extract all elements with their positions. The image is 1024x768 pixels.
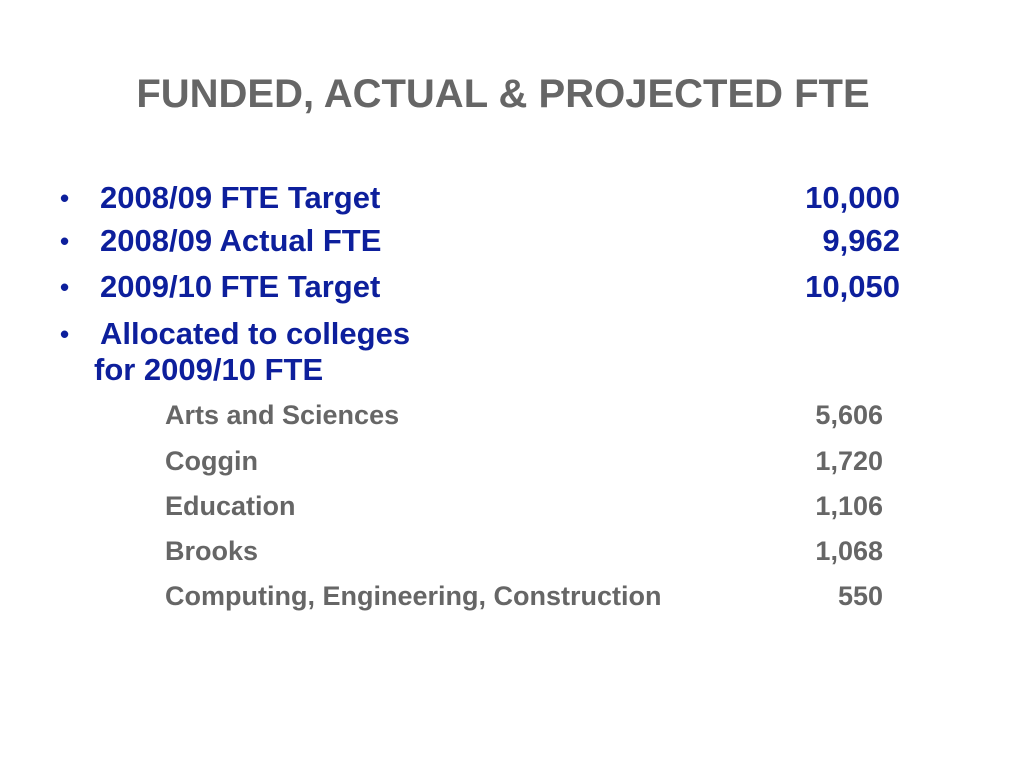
bullet-item-allocated: • Allocated to colleges xyxy=(0,314,1024,354)
college-value: 1,106 xyxy=(815,491,883,521)
college-row: Arts and Sciences 5,606 xyxy=(0,398,1024,432)
college-name: Education xyxy=(165,491,296,521)
college-value: 1,720 xyxy=(815,446,883,476)
bullet-icon: • xyxy=(60,183,70,213)
college-value: 550 xyxy=(837,581,883,611)
college-row: Brooks 1,068 xyxy=(0,534,1024,568)
bullet-item-actual-fte-2008: • 2008/09 Actual FTE 9,962 xyxy=(0,221,1024,261)
bullet-value: 10,050 xyxy=(805,269,900,304)
bullet-label: 2009/10 FTE Target xyxy=(100,269,381,304)
college-row: Education 1,106 xyxy=(0,489,1024,523)
bullet-value: 10,000 xyxy=(805,180,900,215)
bullet-icon: • xyxy=(60,226,70,256)
bullet-item-fte-target-2009: • 2009/10 FTE Target 10,050 xyxy=(0,267,1024,307)
college-row: Computing, Engineering, Construction 550 xyxy=(0,579,1024,613)
college-value: 5,606 xyxy=(815,400,883,430)
bullet-value: 9,962 xyxy=(822,223,900,258)
college-name: Coggin xyxy=(165,446,258,476)
bullet-label: 2008/09 Actual FTE xyxy=(100,223,382,258)
college-name: Arts and Sciences xyxy=(165,400,400,430)
college-name: Brooks xyxy=(165,536,259,566)
bullet-icon: • xyxy=(60,272,70,302)
allocated-label: Allocated to colleges xyxy=(100,316,411,351)
slide-title: FUNDED, ACTUAL & PROJECTED FTE xyxy=(136,72,870,116)
college-name: Computing, Engineering, Construction xyxy=(165,581,662,611)
bullet-item-fte-target-2008: • 2008/09 FTE Target 10,000 xyxy=(0,178,1024,218)
bullet-label: 2008/09 FTE Target xyxy=(100,180,381,215)
bullet-icon: • xyxy=(60,319,70,349)
college-value: 1,068 xyxy=(815,536,883,566)
allocated-label-continuation: for 2009/10 FTE xyxy=(94,352,324,387)
college-row: Coggin 1,720 xyxy=(0,444,1024,478)
